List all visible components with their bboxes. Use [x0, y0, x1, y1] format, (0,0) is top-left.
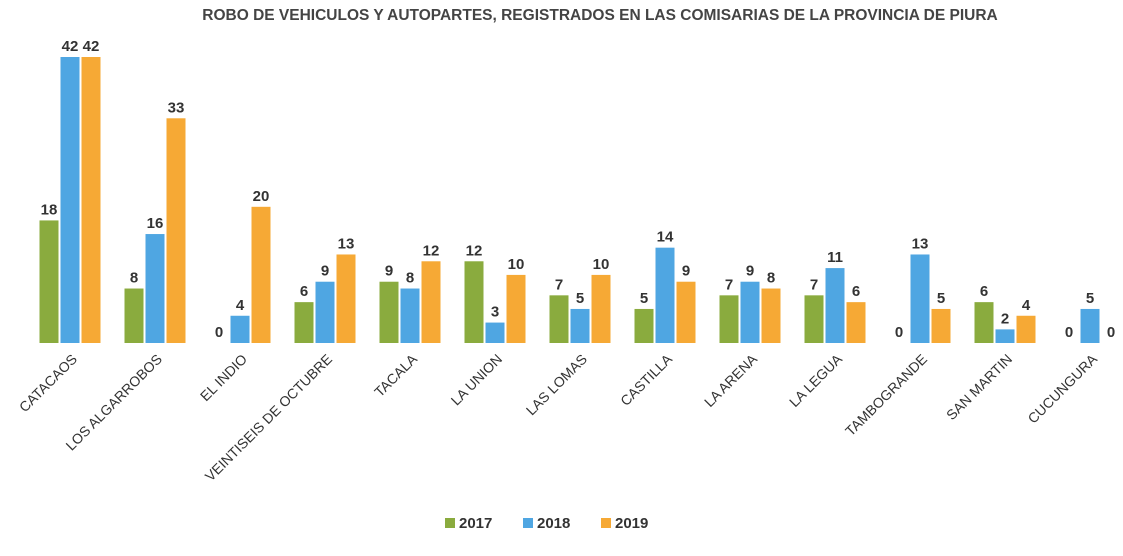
bar — [81, 57, 101, 343]
data-label: 6 — [300, 283, 308, 300]
bar — [421, 261, 441, 343]
data-label: 5 — [1086, 290, 1094, 307]
legend-label: 2019 — [615, 515, 648, 532]
data-label: 18 — [41, 201, 58, 218]
bar — [974, 302, 994, 343]
data-label: 9 — [746, 263, 754, 280]
data-label: 20 — [253, 188, 270, 205]
chart-title: ROBO DE VEHICULOS Y AUTOPARTES, REGISTRA… — [202, 7, 998, 24]
legend-swatch — [445, 518, 455, 528]
data-label: 5 — [937, 290, 945, 307]
bar — [39, 220, 59, 343]
legend-label: 2017 — [459, 515, 492, 532]
data-label: 9 — [385, 263, 393, 280]
data-label: 0 — [895, 324, 903, 341]
bar — [379, 281, 399, 343]
data-label: 7 — [725, 276, 733, 293]
data-label: 42 — [83, 38, 100, 55]
data-label: 2 — [1001, 310, 1009, 327]
data-label: 8 — [406, 270, 414, 287]
data-label: 5 — [640, 290, 648, 307]
x-tick-label: LA UNION — [448, 351, 506, 409]
bar — [124, 288, 144, 343]
data-label: 12 — [423, 242, 440, 259]
bar — [294, 302, 314, 343]
bar — [910, 254, 930, 343]
bar — [400, 288, 420, 343]
data-label: 10 — [593, 256, 610, 273]
bar — [485, 322, 505, 343]
bar — [60, 57, 80, 343]
bar — [145, 234, 165, 343]
data-label: 9 — [682, 263, 690, 280]
data-label: 33 — [168, 99, 185, 116]
data-label: 9 — [321, 263, 329, 280]
x-tick-label: CASTILLA — [617, 350, 676, 409]
data-label: 13 — [338, 235, 355, 252]
bar — [825, 268, 845, 343]
data-label: 6 — [852, 283, 860, 300]
data-label: 6 — [980, 283, 988, 300]
legend-label: 2018 — [537, 515, 570, 532]
data-label: 0 — [1107, 324, 1115, 341]
bar — [506, 274, 526, 343]
x-tick-label: LA LEGUA — [786, 350, 846, 410]
bar — [336, 254, 356, 343]
data-label: 4 — [236, 297, 245, 314]
bar — [1016, 315, 1036, 343]
x-tick-label: LA ARENA — [701, 350, 761, 410]
data-label: 0 — [215, 324, 223, 341]
bar — [591, 274, 611, 343]
data-label: 5 — [576, 290, 584, 307]
data-label: 7 — [555, 276, 563, 293]
bar — [166, 118, 186, 344]
bar — [719, 295, 739, 343]
data-label: 7 — [810, 276, 818, 293]
x-tick-label: EL INDIO — [197, 351, 250, 404]
x-tick-label: LAS LOMAS — [523, 351, 590, 418]
bar — [655, 247, 675, 343]
x-tick-label: SAN MARTIN — [943, 351, 1015, 423]
data-label: 8 — [767, 270, 775, 287]
data-label: 10 — [508, 256, 525, 273]
x-tick-label: CATACAOS — [16, 351, 80, 415]
bar — [634, 308, 654, 343]
bar — [995, 329, 1015, 343]
bar — [315, 281, 335, 343]
data-label: 4 — [1022, 297, 1031, 314]
data-label: 13 — [912, 235, 929, 252]
bar — [761, 288, 781, 343]
legend-swatch — [601, 518, 611, 528]
legend-swatch — [523, 518, 533, 528]
bar — [676, 281, 696, 343]
bar — [251, 206, 271, 343]
data-label: 8 — [130, 270, 138, 287]
bar — [740, 281, 760, 343]
data-label: 16 — [147, 215, 164, 232]
bar — [464, 261, 484, 343]
data-label: 12 — [466, 242, 483, 259]
data-label: 11 — [827, 249, 843, 266]
data-label: 14 — [657, 229, 674, 246]
bar — [804, 295, 824, 343]
x-tick-label: CUCUNGURA — [1024, 350, 1100, 426]
x-tick-label: TAMBOGRANDE — [842, 351, 930, 439]
bar — [1080, 308, 1100, 343]
x-tick-label: TACALA — [371, 350, 421, 400]
bar — [931, 308, 951, 343]
data-label: 3 — [491, 304, 499, 321]
bar — [570, 308, 590, 343]
bar — [230, 315, 250, 343]
data-label: 42 — [62, 38, 79, 55]
data-label: 0 — [1065, 324, 1073, 341]
bar — [846, 302, 866, 343]
bar — [549, 295, 569, 343]
x-tick-label: LOS ALGARROBOS — [62, 351, 165, 454]
